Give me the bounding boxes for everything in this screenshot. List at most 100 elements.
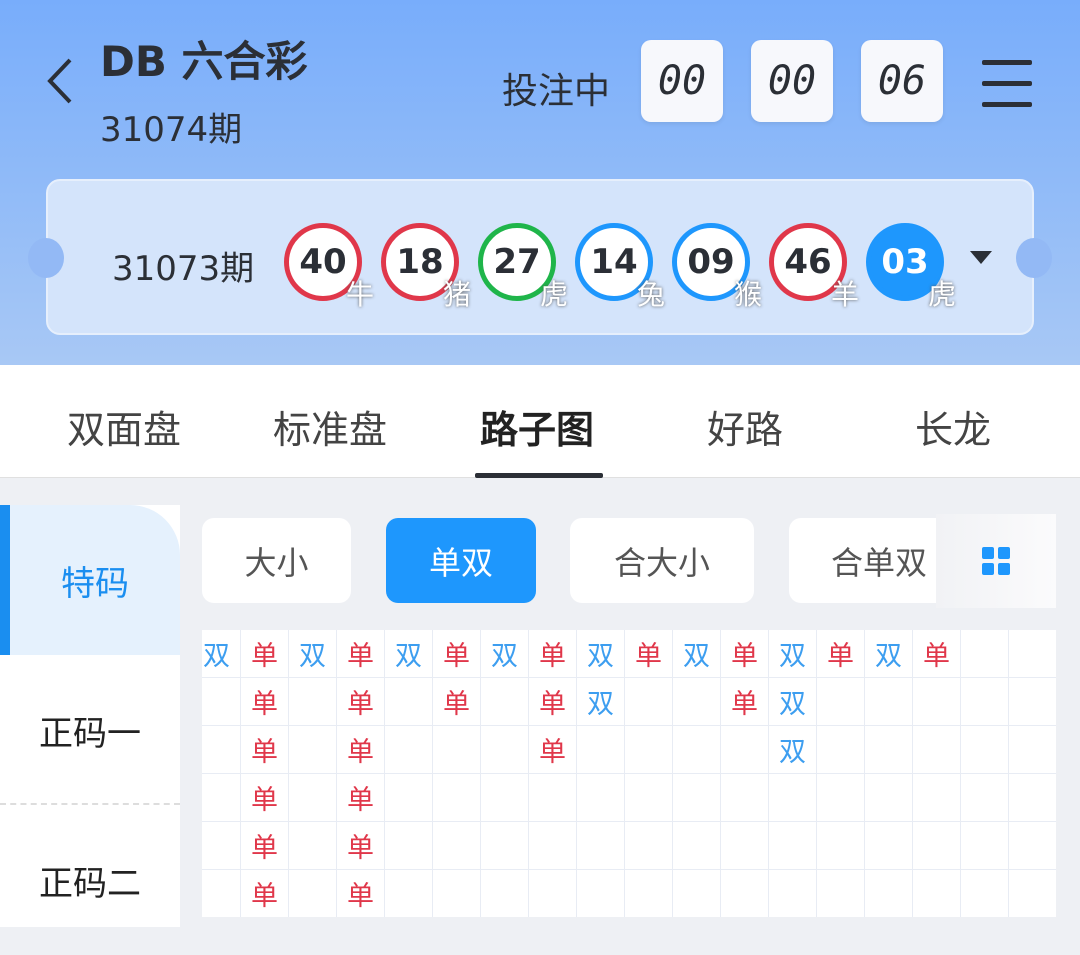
road-cell — [961, 678, 1009, 726]
road-cell — [433, 822, 481, 870]
road-cell: 单 — [241, 870, 289, 917]
ball-zodiac: 猪 — [443, 278, 472, 311]
draw-ball: 46 — [769, 223, 847, 301]
tab-two-sided[interactable]: 双面盘 — [67, 408, 182, 452]
road-cell — [481, 678, 529, 726]
road-cell: 单 — [529, 726, 577, 774]
road-cell — [385, 678, 433, 726]
road-cell: 单 — [241, 774, 289, 822]
road-cell — [865, 726, 913, 774]
road-cell — [817, 870, 865, 917]
road-cell: 单 — [817, 630, 865, 678]
filter-odd-even[interactable]: 单双 — [386, 518, 536, 603]
road-cell — [1009, 822, 1056, 870]
road-cell — [769, 822, 817, 870]
road-cell: 双 — [865, 630, 913, 678]
road-cell — [202, 870, 241, 917]
last-draw-card[interactable]: 31073期 40 牛 18 猪 27 虎 14 兔 09 猴 46 羊 03 虎 — [28, 179, 1052, 335]
menu-icon[interactable] — [982, 60, 1032, 110]
road-cell: 双 — [385, 630, 433, 678]
tab-road-chart[interactable]: 路子图 — [480, 408, 595, 452]
road-cell — [769, 774, 817, 822]
betting-status: 投注中 — [502, 71, 611, 112]
road-cell — [433, 870, 481, 917]
road-cell — [481, 822, 529, 870]
ball-zodiac: 兔 — [637, 278, 666, 311]
road-cell — [202, 774, 241, 822]
road-cell — [481, 870, 529, 917]
road-cell — [673, 774, 721, 822]
road-cell: 双 — [289, 630, 337, 678]
road-cell — [721, 870, 769, 917]
road-cell — [625, 774, 673, 822]
road-cell: 单 — [529, 630, 577, 678]
sidebar: 特码 正码一 正码二 — [0, 505, 180, 927]
road-cell: 双 — [577, 678, 625, 726]
road-cell: 单 — [529, 678, 577, 726]
ball-zodiac: 牛 — [346, 278, 375, 311]
road-cell — [673, 870, 721, 917]
road-cell — [202, 822, 241, 870]
road-cell — [529, 870, 577, 917]
road-cell: 双 — [769, 630, 817, 678]
road-cell — [385, 822, 433, 870]
road-cell — [625, 870, 673, 917]
road-cell — [913, 870, 961, 917]
road-cell — [1009, 726, 1056, 774]
road-cell — [577, 726, 625, 774]
road-cell — [529, 774, 577, 822]
road-cell: 单 — [241, 822, 289, 870]
road-cell — [385, 774, 433, 822]
draw-ball: 27 — [478, 223, 556, 301]
ball-zodiac: 羊 — [831, 278, 860, 311]
road-cell — [961, 726, 1009, 774]
road-cell — [817, 822, 865, 870]
sidebar-item-main-1[interactable]: 正码一 — [39, 713, 141, 754]
road-cell — [721, 726, 769, 774]
tab-good-road[interactable]: 好路 — [707, 408, 784, 452]
grid-view-button[interactable] — [936, 514, 1056, 608]
road-cell — [481, 774, 529, 822]
road-cell — [865, 774, 913, 822]
draw-ball: 18 — [381, 223, 459, 301]
road-cell: 单 — [337, 822, 385, 870]
road-cell — [529, 822, 577, 870]
road-cell — [625, 822, 673, 870]
road-cell — [913, 822, 961, 870]
road-cell: 单 — [721, 678, 769, 726]
road-cell: 双 — [481, 630, 529, 678]
road-cell — [913, 726, 961, 774]
draw-ball: 09 — [672, 223, 750, 301]
road-cell — [202, 678, 241, 726]
road-cell: 单 — [337, 726, 385, 774]
road-cell — [817, 774, 865, 822]
tab-standard[interactable]: 标准盘 — [273, 408, 388, 452]
filter-big-small[interactable]: 大小 — [202, 518, 351, 603]
road-cell: 单 — [337, 678, 385, 726]
road-cell — [385, 726, 433, 774]
draw-ball: 14 — [575, 223, 653, 301]
road-cell — [673, 822, 721, 870]
tab-long-dragon[interactable]: 长龙 — [915, 408, 992, 452]
road-cell: 单 — [241, 726, 289, 774]
sidebar-item-special[interactable]: 特码 — [0, 505, 180, 655]
road-cell — [961, 774, 1009, 822]
road-cell — [289, 870, 337, 917]
grid-icon — [982, 547, 1010, 575]
countdown-seconds: 06 — [861, 40, 943, 122]
ball-zodiac: 猴 — [734, 278, 763, 311]
road-cell — [961, 870, 1009, 917]
countdown-hours: 00 — [641, 40, 723, 122]
expand-caret-icon[interactable] — [970, 251, 992, 264]
road-cell: 单 — [433, 678, 481, 726]
road-cell: 双 — [577, 630, 625, 678]
sidebar-item-main-2[interactable]: 正码二 — [39, 863, 141, 904]
road-cell — [721, 774, 769, 822]
filter-sum-big-small[interactable]: 合大小 — [570, 518, 754, 603]
road-cell: 双 — [769, 678, 817, 726]
road-cell — [289, 678, 337, 726]
road-cell: 单 — [241, 630, 289, 678]
road-cell — [913, 678, 961, 726]
back-icon[interactable] — [44, 56, 74, 106]
road-chart-grid: 双单单单单单单双单单单单单单双单单双单单单双双单双单单双双双单双单 — [202, 630, 1056, 917]
